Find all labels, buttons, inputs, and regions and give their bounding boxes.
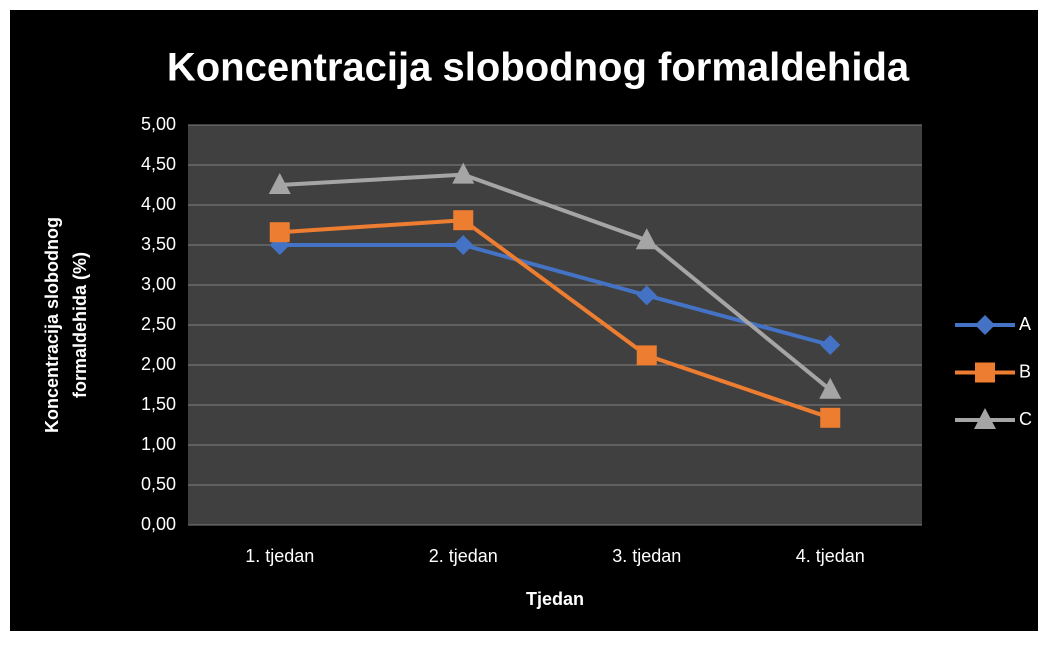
- y-tick-label: 4,00: [141, 194, 176, 214]
- y-tick-label: 5,00: [141, 114, 176, 134]
- data-point: [635, 228, 658, 250]
- data-point: [636, 345, 657, 366]
- data-point: [452, 162, 475, 184]
- x-tick-label: 1. tjedan: [245, 546, 314, 566]
- legend-marker: [975, 362, 995, 383]
- y-tick-label: 0,50: [141, 474, 176, 494]
- y-tick-label: 0,00: [141, 514, 176, 534]
- x-tick-label: 4. tjedan: [796, 546, 865, 566]
- y-tick-label: 4,50: [141, 154, 176, 174]
- y-tick-label: 3,00: [141, 274, 176, 294]
- data-point: [453, 235, 474, 255]
- legend-label: B: [1019, 361, 1031, 381]
- data-point: [819, 377, 842, 399]
- data-point: [636, 285, 657, 306]
- series-line: [279, 243, 831, 347]
- series-line: [279, 218, 831, 420]
- y-tick-label: 2,50: [141, 314, 176, 334]
- y-tick-label: 1,50: [141, 394, 176, 414]
- legend-label: A: [1019, 314, 1031, 334]
- x-axis-title: Tjedan: [526, 589, 584, 609]
- chart-title: Koncentracija slobodnog formaldehida: [167, 46, 910, 90]
- legend-marker: [975, 315, 995, 335]
- legend-label: C: [1019, 409, 1032, 429]
- data-point: [820, 335, 841, 355]
- y-tick-label: 1,00: [141, 434, 176, 454]
- data-point: [820, 407, 841, 428]
- data-point: [269, 222, 290, 243]
- series-line: [279, 172, 832, 392]
- data-point: [268, 173, 291, 194]
- y-tick-label: 2,00: [141, 354, 176, 374]
- x-tick-label: 2. tjedan: [429, 546, 498, 566]
- legend-marker: [974, 408, 996, 429]
- y-axis-title: Koncentracija slobodnog formaldehida (%): [42, 216, 90, 434]
- data-point: [453, 210, 474, 231]
- x-tick-label: 3. tjedan: [612, 546, 681, 566]
- y-tick-label: 3,50: [141, 234, 176, 254]
